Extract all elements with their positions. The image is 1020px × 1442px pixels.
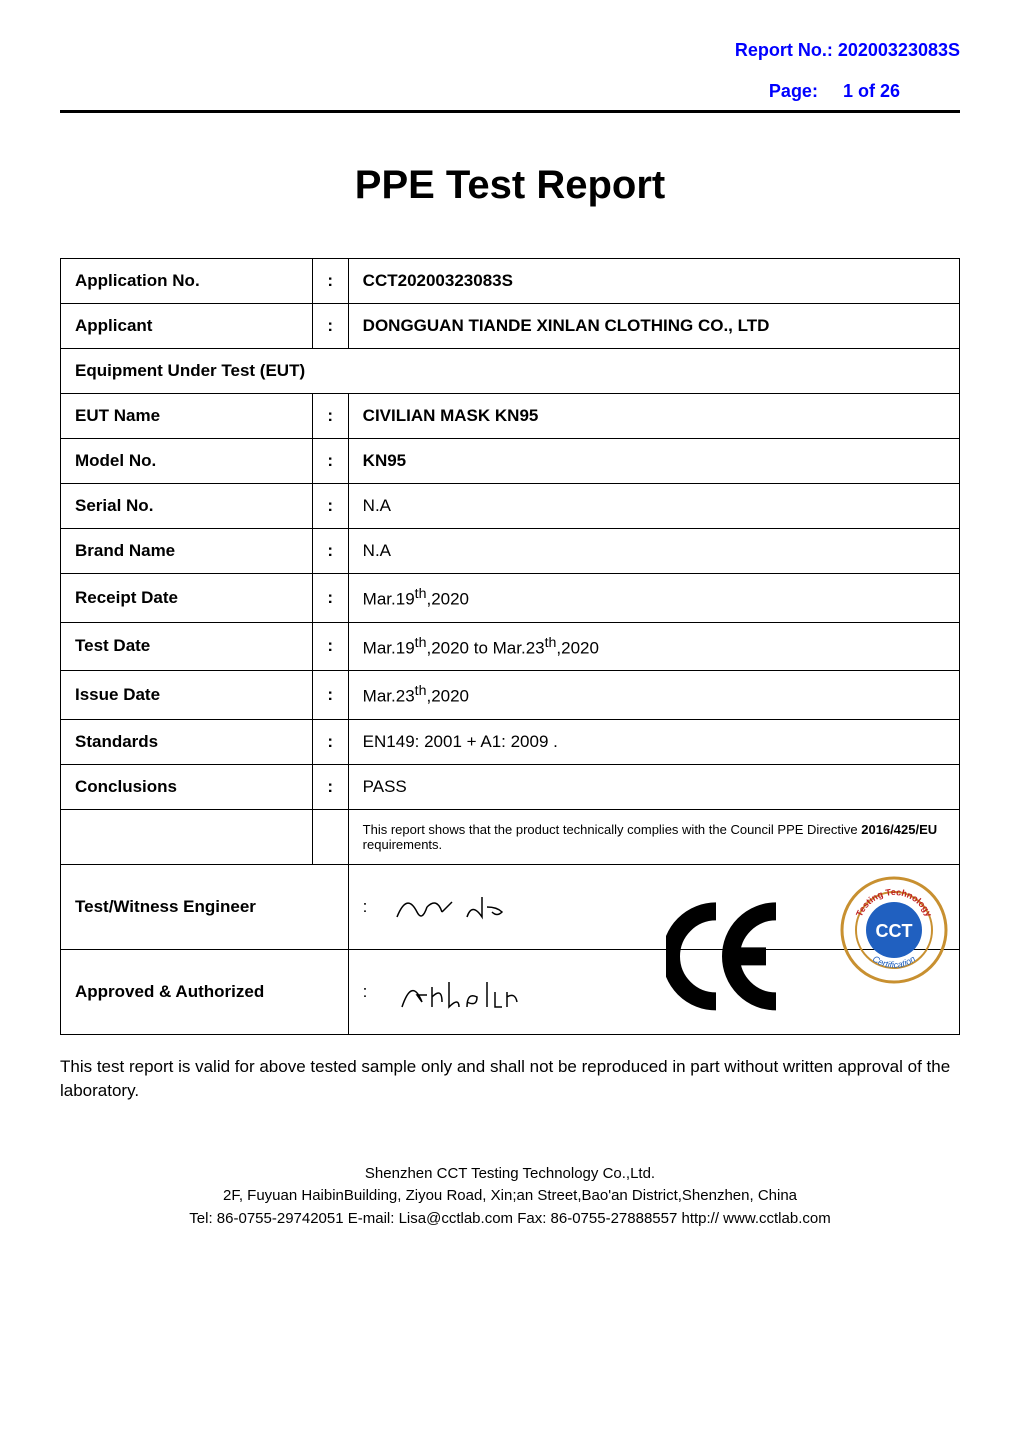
colon: : bbox=[312, 439, 348, 484]
eut-name-label: EUT Name bbox=[61, 394, 313, 439]
model-no-label: Model No. bbox=[61, 439, 313, 484]
colon: : bbox=[312, 394, 348, 439]
test-engineer-label: Test/Witness Engineer bbox=[61, 864, 349, 949]
table-row: Test/Witness Engineer : bbox=[61, 864, 960, 949]
standards-label: Standards bbox=[61, 719, 313, 764]
receipt-date-label: Receipt Date bbox=[61, 574, 313, 623]
page-number: Page: 1 of 26 bbox=[60, 81, 960, 102]
table-row: Serial No. : N.A bbox=[61, 484, 960, 529]
issue-date-label: Issue Date bbox=[61, 671, 313, 720]
serial-no-label: Serial No. bbox=[61, 484, 313, 529]
table-row: Standards : EN149: 2001 + A1: 2009 . bbox=[61, 719, 960, 764]
colon: : bbox=[312, 671, 348, 720]
empty-cell bbox=[61, 809, 313, 864]
page-label: Page: bbox=[769, 81, 818, 101]
compliance-note: This report shows that the product techn… bbox=[348, 809, 959, 864]
page-value: 1 of 26 bbox=[843, 81, 900, 101]
colon: : bbox=[312, 484, 348, 529]
table-row: Test Date : Mar.19th,2020 to Mar.23th,20… bbox=[61, 622, 960, 671]
application-no-label: Application No. bbox=[61, 259, 313, 304]
conclusions-label: Conclusions bbox=[61, 764, 313, 809]
serial-no-value: N.A bbox=[348, 484, 959, 529]
colon: : bbox=[312, 719, 348, 764]
colon: : bbox=[312, 304, 348, 349]
footer-address: 2F, Fuyuan HaibinBuilding, Ziyou Road, X… bbox=[60, 1185, 960, 1208]
table-row: This report shows that the product techn… bbox=[61, 809, 960, 864]
table-row: Equipment Under Test (EUT) bbox=[61, 349, 960, 394]
colon: : bbox=[312, 529, 348, 574]
colon: : bbox=[312, 622, 348, 671]
brand-name-value: N.A bbox=[348, 529, 959, 574]
header-divider bbox=[60, 110, 960, 113]
table-row: Approved & Authorized : bbox=[61, 949, 960, 1034]
colon: : bbox=[363, 982, 368, 1002]
test-date-label: Test Date bbox=[61, 622, 313, 671]
test-engineer-signature-cell: : CCT bbox=[348, 864, 959, 949]
eut-section-header: Equipment Under Test (EUT) bbox=[61, 349, 960, 394]
table-row: Brand Name : N.A bbox=[61, 529, 960, 574]
conclusions-value: PASS bbox=[348, 764, 959, 809]
report-number: Report No.: 20200323083S bbox=[60, 40, 960, 61]
footer-company: Shenzhen CCT Testing Technology Co.,Ltd. bbox=[60, 1163, 960, 1186]
approved-label: Approved & Authorized bbox=[61, 949, 349, 1034]
colon: : bbox=[312, 259, 348, 304]
page-title: PPE Test Report bbox=[60, 163, 960, 208]
signature-icon bbox=[387, 882, 527, 932]
application-no-value: CCT20200323083S bbox=[348, 259, 959, 304]
colon: : bbox=[312, 764, 348, 809]
test-date-value: Mar.19th,2020 to Mar.23th,2020 bbox=[348, 622, 959, 671]
table-row: Applicant : DONGGUAN TIANDE XINLAN CLOTH… bbox=[61, 304, 960, 349]
eut-name-value: CIVILIAN MASK KN95 bbox=[348, 394, 959, 439]
table-row: Issue Date : Mar.23th,2020 bbox=[61, 671, 960, 720]
report-table: Application No. : CCT20200323083S Applic… bbox=[60, 258, 960, 1035]
brand-name-label: Brand Name bbox=[61, 529, 313, 574]
colon: : bbox=[312, 574, 348, 623]
receipt-date-value: Mar.19th,2020 bbox=[348, 574, 959, 623]
signature-icon bbox=[387, 967, 527, 1017]
standards-value: EN149: 2001 + A1: 2009 . bbox=[348, 719, 959, 764]
table-row: Conclusions : PASS bbox=[61, 764, 960, 809]
table-row: Model No. : KN95 bbox=[61, 439, 960, 484]
model-no-value: KN95 bbox=[348, 439, 959, 484]
footer-contact: Tel: 86-0755-29742051 E-mail: Lisa@cctla… bbox=[60, 1208, 960, 1231]
table-row: Receipt Date : Mar.19th,2020 bbox=[61, 574, 960, 623]
colon: : bbox=[363, 897, 368, 917]
applicant-value: DONGGUAN TIANDE XINLAN CLOTHING CO., LTD bbox=[348, 304, 959, 349]
table-row: Application No. : CCT20200323083S bbox=[61, 259, 960, 304]
applicant-label: Applicant bbox=[61, 304, 313, 349]
footer: Shenzhen CCT Testing Technology Co.,Ltd.… bbox=[60, 1163, 960, 1231]
empty-cell bbox=[312, 809, 348, 864]
issue-date-value: Mar.23th,2020 bbox=[348, 671, 959, 720]
table-row: EUT Name : CIVILIAN MASK KN95 bbox=[61, 394, 960, 439]
svg-text:CCT: CCT bbox=[876, 921, 913, 941]
disclaimer-text: This test report is valid for above test… bbox=[60, 1055, 960, 1103]
approved-signature-cell: : bbox=[348, 949, 959, 1034]
